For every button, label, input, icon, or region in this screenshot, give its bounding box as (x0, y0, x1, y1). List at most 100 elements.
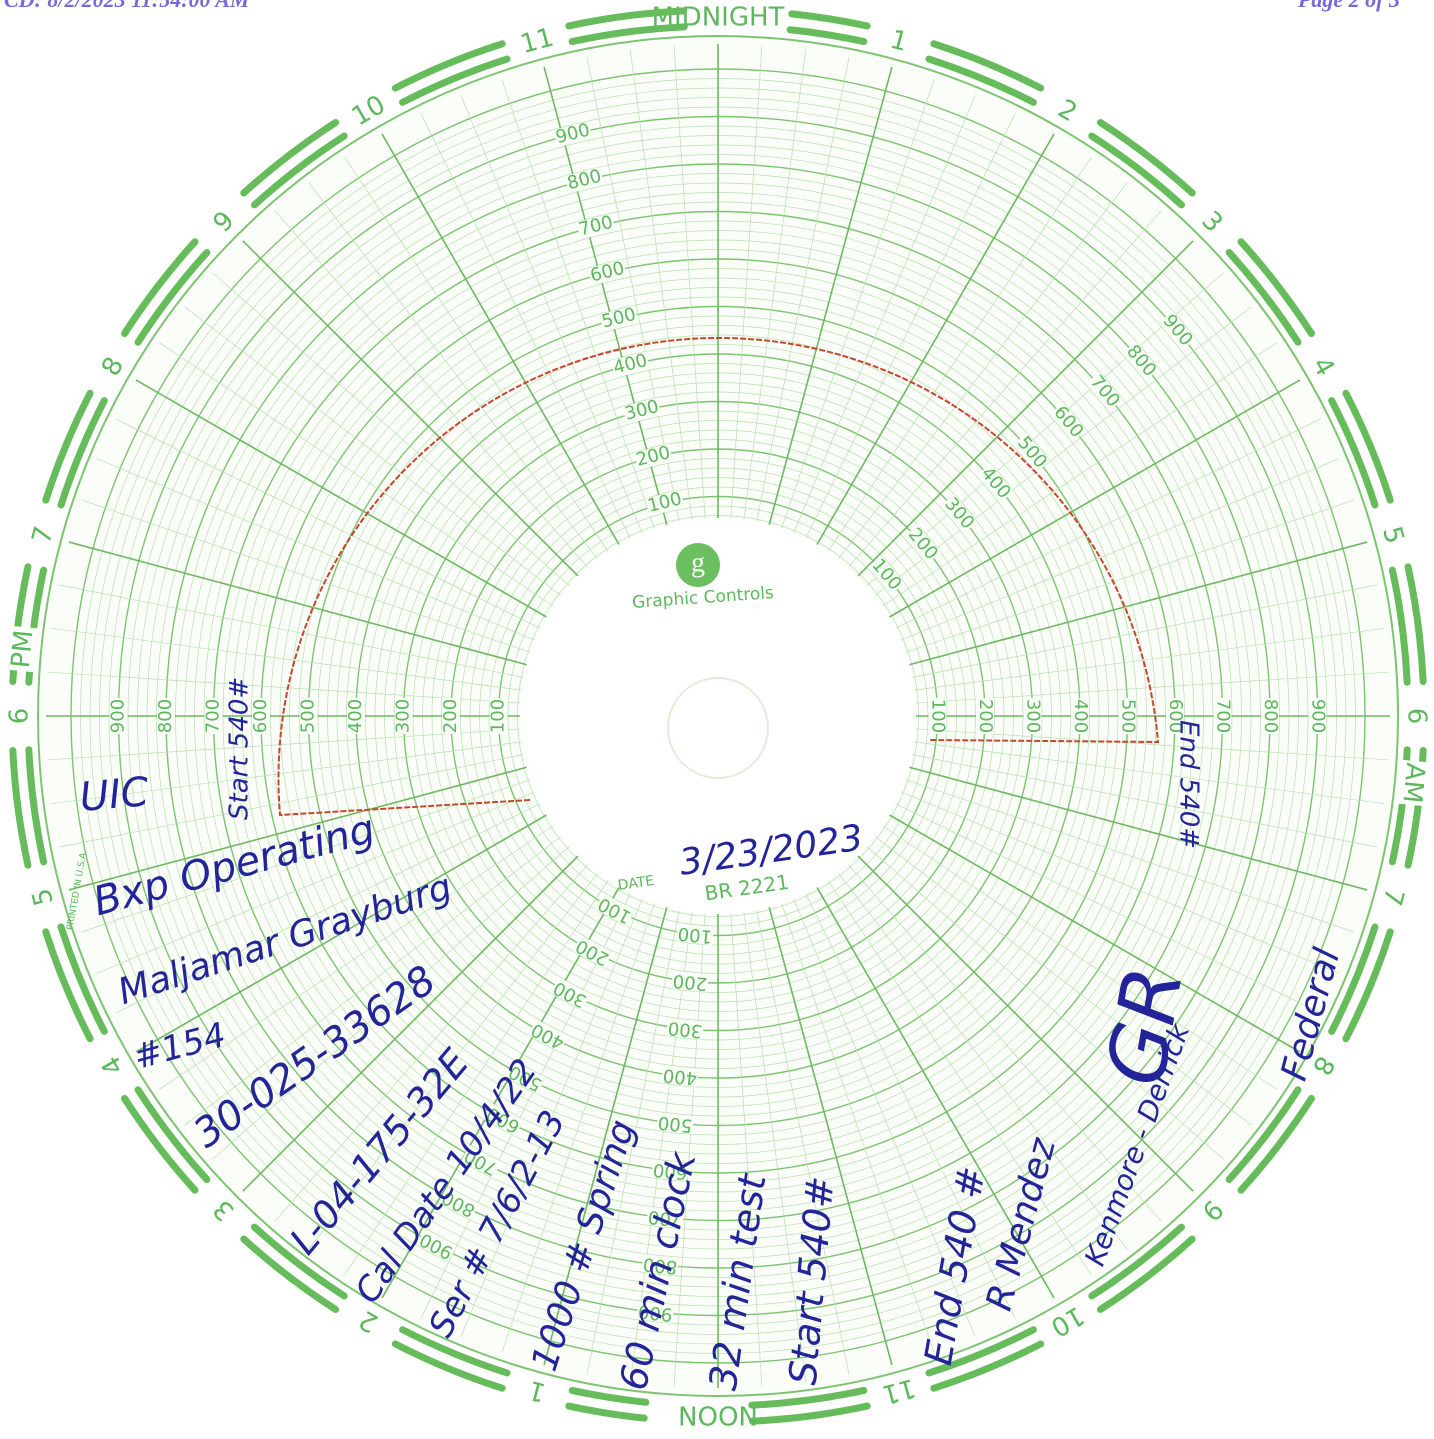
hour-label: 9 (208, 206, 241, 239)
hour-bar (1225, 249, 1302, 346)
scale-label: 100 (488, 699, 509, 733)
grid-spoke (51, 627, 522, 691)
grid-spoke (543, 907, 668, 1366)
grid-spoke (135, 379, 547, 618)
hour-bar (1328, 923, 1379, 1035)
grid-spoke (866, 846, 1224, 1160)
scale-label: 600 (250, 699, 271, 733)
scale-bg (646, 1206, 685, 1229)
hour-bar (788, 10, 871, 30)
hour-bar (42, 389, 94, 504)
grid-spoke (97, 791, 536, 974)
hour-label: 11 (517, 23, 557, 61)
scale-bg (1023, 698, 1042, 734)
grid-spoke (915, 728, 1389, 761)
hour-bar (748, 1386, 868, 1409)
grid-spoke (827, 157, 1092, 552)
grid-spoke (838, 182, 1128, 560)
scale-bg (1013, 433, 1051, 473)
grid-spoke (242, 855, 579, 1192)
scale-label: 200 (440, 699, 461, 733)
hour-label: 7 (27, 523, 60, 547)
scale-label: 200 (975, 699, 996, 733)
grid-spoke (882, 342, 1277, 607)
brand-logo-circle (676, 543, 720, 587)
grid-spoke (344, 157, 609, 552)
grid-spoke (730, 913, 763, 1387)
grid-spoke (159, 825, 554, 1090)
scale-bg (1049, 402, 1087, 442)
hour-bar (391, 1340, 506, 1392)
hour-label: 1 (887, 25, 911, 58)
scale-bg (928, 698, 947, 734)
grid-spoke (58, 754, 524, 848)
grid-spoke (420, 893, 631, 1319)
scale-bg (157, 698, 175, 734)
grid-spoke (874, 836, 1252, 1126)
grid-spoke (857, 240, 1194, 577)
scale-bg (676, 923, 714, 946)
scale-label: 100 (928, 699, 949, 733)
scale-label: 700 (203, 699, 224, 733)
center-hole (667, 677, 769, 779)
scale-bg (461, 1145, 502, 1178)
hour-bar (57, 397, 108, 509)
grid-spoke (673, 45, 706, 519)
hour-bar (568, 1386, 650, 1406)
scale-label: 500 (657, 1112, 693, 1136)
grid-spoke (730, 45, 763, 519)
scale-label: 200 (672, 970, 708, 994)
grid-spoke (501, 903, 655, 1353)
hour-bar (25, 746, 48, 866)
grid-spoke (905, 499, 1355, 653)
scale-bg (599, 305, 639, 332)
grid-spoke (212, 272, 570, 586)
grid-spoke (308, 872, 598, 1250)
grid-spoke (274, 864, 588, 1222)
handwritten-note: UIC (78, 769, 151, 821)
grid-spoke (212, 846, 570, 1160)
scale-bg (438, 1186, 479, 1220)
scale-bg (564, 167, 605, 194)
grid-spoke (344, 880, 609, 1275)
grid-spoke (805, 893, 1016, 1319)
scale-bg (661, 1065, 700, 1087)
grid-spoke (97, 458, 536, 641)
scale-label: 700 (647, 1206, 683, 1230)
hour-label: 3 (1195, 206, 1228, 239)
hour-bar (134, 1086, 211, 1183)
grid-spoke (838, 872, 1128, 1250)
grid-spoke (115, 803, 541, 1014)
grid-spoke (58, 584, 524, 678)
grid-spoke (848, 864, 1162, 1222)
scale-bg (636, 1301, 675, 1324)
grid-spoke (874, 306, 1252, 596)
hour-bar (1342, 928, 1394, 1043)
scale-bg (483, 1103, 524, 1136)
scale-label: 700 (1213, 699, 1234, 733)
scale-bg (645, 489, 685, 517)
scale-label: 400 (1070, 699, 1091, 733)
grid-spoke (914, 627, 1385, 691)
date-label: DATE (617, 873, 655, 894)
scale-bg (666, 1017, 704, 1040)
grid-spoke (768, 907, 893, 1366)
hour-bar (240, 1235, 340, 1313)
grid-spoke (781, 903, 935, 1353)
scale-bg (394, 698, 413, 734)
scale-bg (553, 121, 593, 148)
hour-bar (1088, 1223, 1185, 1300)
hour-bar (121, 1094, 199, 1194)
grid-spoke (895, 803, 1321, 1014)
grid-spoke (793, 95, 976, 534)
grid-spoke (381, 887, 620, 1299)
hour-bar (930, 1340, 1045, 1392)
label-bg (7, 625, 40, 673)
scale-label: 800 (155, 699, 176, 733)
scale-label: 900 (1308, 699, 1329, 733)
grid-spoke (159, 342, 554, 607)
grid-spoke (135, 814, 547, 1053)
grid-spoke (184, 836, 562, 1126)
hour-label: 5 (1376, 523, 1409, 547)
scale-bg (671, 970, 709, 993)
